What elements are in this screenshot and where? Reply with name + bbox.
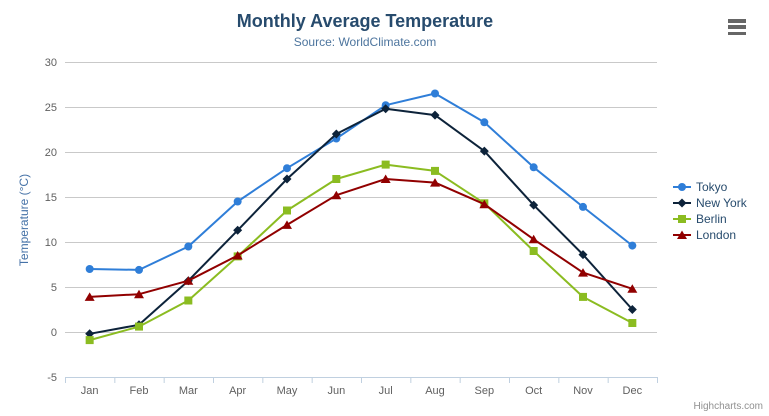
highcharts-credit[interactable]: Highcharts.com [693, 401, 763, 412]
legend-item-new-york[interactable]: New York [672, 195, 747, 211]
data-point-tokyo [480, 118, 489, 127]
data-point-london [578, 268, 588, 277]
legend-marker-square-icon [672, 213, 692, 225]
data-point-new-york [529, 200, 539, 210]
data-point-tokyo [135, 265, 143, 274]
export-menu-button[interactable] [726, 17, 750, 37]
y-axis-label: 5 [51, 282, 57, 294]
series-line-new-york [88, 107, 634, 335]
data-point-berlin [628, 319, 637, 327]
y-axis-label: 0 [51, 327, 57, 339]
data-point-new-york [430, 110, 440, 120]
data-point-london [430, 178, 440, 187]
x-axis-label: Aug [425, 385, 445, 397]
data-point-tokyo [85, 265, 94, 273]
hamburger-icon [728, 19, 746, 23]
data-point-london [84, 292, 95, 301]
hamburger-icon [728, 25, 746, 29]
y-axis-label: 30 [45, 57, 57, 69]
series-line-berlin [88, 163, 634, 342]
x-axis-label: May [277, 385, 298, 397]
legend-label: Berlin [696, 212, 727, 226]
data-point-berlin [184, 296, 193, 305]
data-point-berlin [529, 247, 538, 255]
hamburger-icon [728, 31, 746, 35]
data-point-new-york [479, 146, 489, 156]
x-axis-label: Jul [379, 385, 393, 397]
series-line-tokyo [88, 92, 634, 271]
legend-item-tokyo[interactable]: Tokyo [672, 179, 747, 195]
data-point-london [479, 199, 490, 209]
legend-marker-diamond-icon [672, 197, 692, 209]
data-point-berlin [381, 160, 390, 169]
data-point-tokyo [529, 163, 538, 172]
x-axis-label: Oct [525, 385, 542, 397]
data-point-new-york [85, 329, 95, 339]
legend-label: London [696, 228, 737, 242]
chart-title: Monthly Average Temperature [236, 11, 494, 31]
legend-marker-triangle-icon [672, 229, 692, 241]
data-point-london [627, 284, 638, 293]
legend-item-london[interactable]: London [672, 227, 747, 243]
y-axis-label: 20 [45, 147, 57, 159]
data-point-tokyo [579, 202, 587, 211]
y-axis-label: 15 [45, 192, 57, 204]
data-point-new-york [233, 225, 243, 235]
data-point-tokyo [184, 242, 193, 251]
series-line-london [88, 178, 634, 298]
data-point-london [282, 220, 292, 229]
y-axis-label: 10 [45, 237, 57, 249]
data-point-tokyo [283, 164, 291, 173]
chart-subtitle: Source: WorldClimate.com [293, 35, 437, 49]
x-axis-label: Jun [327, 385, 345, 397]
x-axis-label: Mar [179, 385, 198, 397]
data-point-london [134, 289, 144, 299]
data-point-berlin [431, 166, 439, 175]
data-point-london [232, 251, 243, 260]
x-axis-label: Jan [81, 385, 99, 397]
data-point-tokyo [233, 197, 242, 206]
data-point-london [183, 276, 194, 285]
data-point-berlin [579, 292, 587, 301]
x-axis-label: Dec [623, 385, 643, 397]
data-point-london [528, 234, 539, 244]
x-axis-label: Apr [229, 385, 246, 397]
data-point-berlin [283, 206, 291, 215]
data-point-new-york [381, 104, 391, 114]
data-point-new-york [578, 250, 588, 260]
data-point-london [380, 174, 391, 183]
legend: Tokyo New York Berlin London [672, 179, 747, 243]
data-point-new-york [282, 174, 292, 184]
data-point-new-york [627, 305, 637, 314]
x-axis-label: Feb [130, 385, 149, 397]
legend-label: New York [696, 196, 747, 210]
x-axis-label: Sep [475, 385, 495, 397]
data-point-berlin [85, 336, 94, 345]
legend-label: Tokyo [696, 180, 728, 194]
y-axis-label: -5 [47, 372, 57, 384]
data-point-london [331, 190, 342, 200]
legend-item-berlin[interactable]: Berlin [672, 211, 747, 227]
data-point-berlin [332, 175, 341, 183]
data-point-tokyo [431, 89, 439, 98]
y-axis-label: 25 [45, 102, 57, 114]
legend-marker-circle-icon [672, 181, 692, 193]
x-axis-label: Nov [573, 385, 593, 397]
data-point-new-york [331, 129, 341, 139]
data-point-berlin [135, 322, 143, 331]
data-point-tokyo [628, 241, 637, 250]
